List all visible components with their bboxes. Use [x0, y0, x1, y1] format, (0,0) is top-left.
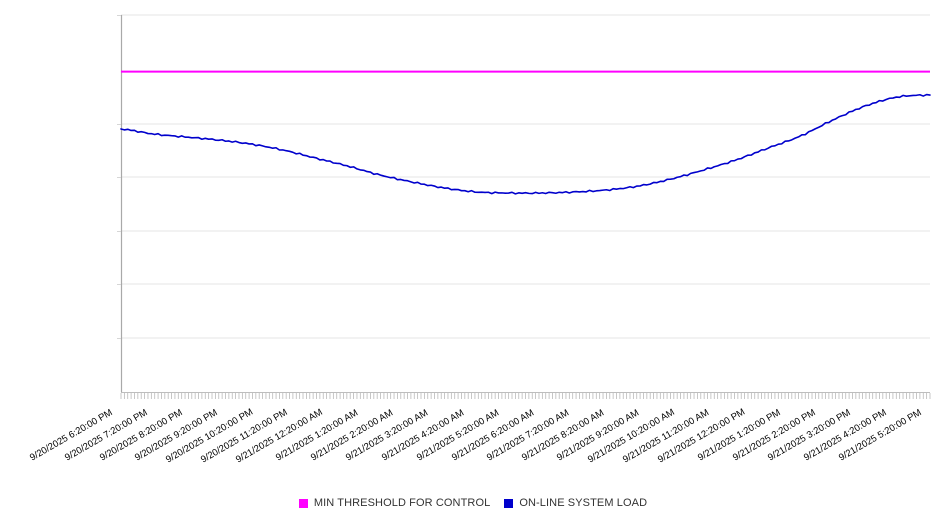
axis-group	[120, 15, 930, 393]
legend-item-online-system-load[interactable]: ON-LINE SYSTEM LOAD	[504, 497, 647, 509]
legend-label: ON-LINE SYSTEM LOAD	[519, 497, 648, 509]
gridlines-group	[121, 14, 930, 339]
legend-item-min-threshold[interactable]: MIN THRESHOLD FOR CONTROL	[298, 497, 491, 509]
online-system-load-line	[120, 93, 931, 195]
y-axis-ticks	[117, 15, 121, 339]
legend-swatch-blue	[504, 498, 514, 508]
legend-label: MIN THRESHOLD FOR CONTROL	[313, 497, 491, 509]
chart-legend: MIN THRESHOLD FOR CONTROL ON-LINE SYSTEM…	[0, 497, 946, 509]
legend-swatch-magenta	[298, 498, 308, 508]
x-axis-ticks	[120, 393, 931, 399]
